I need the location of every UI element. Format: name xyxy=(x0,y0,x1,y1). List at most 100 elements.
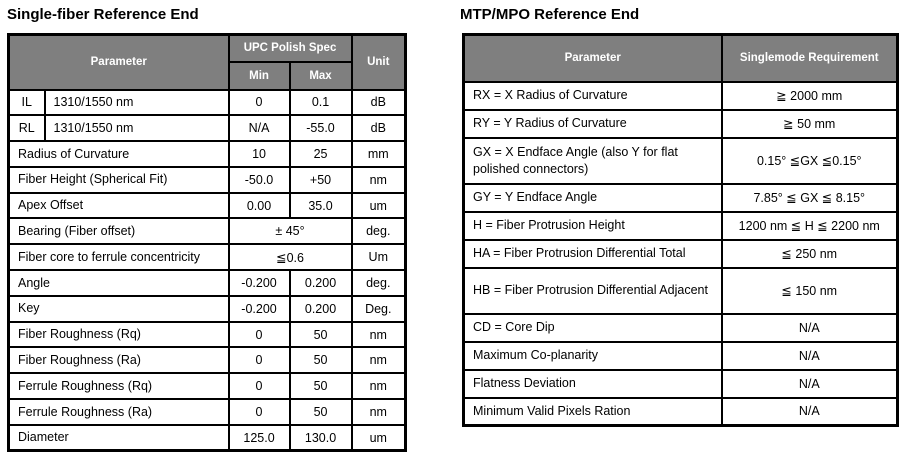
table-row: Fiber Roughness (Rq) 0 50 nm xyxy=(7,320,407,349)
max-cell: 50 xyxy=(288,320,353,349)
table-row: RX = X Radius of Curvature ≧ 2000 mm xyxy=(462,80,899,111)
spec-group-header: UPC Polish Spec xyxy=(227,33,353,63)
max-cell: 50 xyxy=(288,346,353,375)
abbr-cell: RL xyxy=(7,114,46,143)
table-row: Maximum Co-planarity N/A xyxy=(462,340,899,371)
max-cell: 0.200 xyxy=(288,294,353,323)
param-cell: Flatness Deviation xyxy=(462,368,723,399)
requirement-cell: N/A xyxy=(720,396,899,427)
table-row: RL 1310/1550 nm N/A -55.0 dB xyxy=(7,114,407,143)
single-fiber-table: Parameter UPC Polish Spec Unit Min Max I… xyxy=(7,33,408,453)
param-cell: RX = X Radius of Curvature xyxy=(462,80,723,111)
max-cell: 25 xyxy=(288,140,353,168)
unit-cell: dB xyxy=(350,114,407,143)
table-row: Bearing (Fiber offset) ± 45° deg. xyxy=(7,217,407,246)
table-row: CD = Core Dip N/A xyxy=(462,312,899,343)
max-cell: +50 xyxy=(288,165,353,194)
max-cell: 35.0 xyxy=(288,191,353,220)
unit-cell: nm xyxy=(350,165,407,194)
min-cell: 0.00 xyxy=(227,191,291,220)
param-cell: Apex Offset xyxy=(7,191,230,220)
param-cell: Ferrule Roughness (Rq) xyxy=(7,372,230,401)
requirement-cell: ≧ 50 mm xyxy=(720,108,899,139)
max-cell: 50 xyxy=(288,398,353,426)
param-cell: Diameter xyxy=(7,423,230,452)
table-row: GY = Y Endface Angle 7.85° ≦ GX ≦ 8.15° xyxy=(462,182,899,213)
table-row: RY = Y Radius of Curvature ≧ 50 mm xyxy=(462,108,899,139)
param-cell: H = Fiber Protrusion Height xyxy=(462,210,723,241)
max-cell: 0.200 xyxy=(288,269,353,297)
table-row: HA = Fiber Protrusion Differential Total… xyxy=(462,238,899,269)
min-cell: 0 xyxy=(227,88,291,117)
min-cell: -0.200 xyxy=(227,294,291,323)
mtp-mpo-table: Parameter Singlemode Requirement RX = X … xyxy=(462,33,899,427)
unit-cell: Um xyxy=(350,243,407,272)
param-cell: Ferrule Roughness (Ra) xyxy=(7,398,230,426)
unit-cell: deg. xyxy=(350,217,407,246)
param-cell: Bearing (Fiber offset) xyxy=(7,217,230,246)
requirement-cell: N/A xyxy=(720,340,899,371)
min-cell: 10 xyxy=(227,140,291,168)
requirement-cell: ≦ 250 nm xyxy=(720,238,899,269)
table-row: Ferrule Roughness (Rq) 0 50 nm xyxy=(7,372,407,401)
min-cell: -0.200 xyxy=(227,269,291,297)
range-cell: ± 45° xyxy=(227,217,353,246)
table-row: HB = Fiber Protrusion Differential Adjac… xyxy=(462,266,899,315)
table-row: Flatness Deviation N/A xyxy=(462,368,899,399)
unit-cell: nm xyxy=(350,372,407,401)
requirement-cell: N/A xyxy=(720,368,899,399)
unit-header: Unit xyxy=(350,33,407,91)
param-cell: RY = Y Radius of Curvature xyxy=(462,108,723,139)
param-header: Parameter xyxy=(462,33,723,83)
param-cell: CD = Core Dip xyxy=(462,312,723,343)
param-cell: 1310/1550 nm xyxy=(43,88,230,117)
max-cell: 50 xyxy=(288,372,353,401)
table-row: Minimum Valid Pixels Ration N/A xyxy=(462,396,899,427)
table-row: Apex Offset 0.00 35.0 um xyxy=(7,191,407,220)
param-cell: Fiber Roughness (Rq) xyxy=(7,320,230,349)
param-cell: Radius of Curvature xyxy=(7,140,230,168)
requirement-cell: 0.15° ≦GX ≦0.15° xyxy=(720,136,899,185)
range-cell: ≦0.6 xyxy=(227,243,353,272)
table-header-row: Parameter UPC Polish Spec Unit xyxy=(7,33,407,91)
min-cell: 125.0 xyxy=(227,423,291,452)
unit-cell: um xyxy=(350,191,407,220)
unit-cell: deg. xyxy=(350,269,407,297)
unit-cell: dB xyxy=(350,88,407,117)
min-header: Min xyxy=(227,60,291,91)
param-cell: 1310/1550 nm xyxy=(43,114,230,143)
table-row: GX = X Endface Angle (also Y for flat po… xyxy=(462,136,899,185)
table-header-row: Min Max xyxy=(9,60,406,91)
min-cell: 0 xyxy=(227,346,291,375)
unit-cell: nm xyxy=(350,346,407,375)
table-row: Fiber Roughness (Ra) 0 50 nm xyxy=(7,346,407,375)
param-cell: GX = X Endface Angle (also Y for flat po… xyxy=(462,136,723,185)
max-cell: 130.0 xyxy=(288,423,353,452)
min-cell: 0 xyxy=(227,372,291,401)
max-cell: -55.0 xyxy=(288,114,353,143)
max-cell: 0.1 xyxy=(288,88,353,117)
min-cell: 0 xyxy=(227,320,291,349)
param-header: Parameter xyxy=(7,33,230,91)
table-row: Fiber core to ferrule concentricity ≦0.6… xyxy=(7,243,407,272)
param-cell: Minimum Valid Pixels Ration xyxy=(462,396,723,427)
min-cell: -50.0 xyxy=(227,165,291,194)
unit-cell: um xyxy=(350,423,407,452)
requirement-cell: 1200 nm ≦ H ≦ 2200 nm xyxy=(720,210,899,241)
abbr-cell: IL xyxy=(7,88,46,117)
param-cell: Key xyxy=(7,294,230,323)
table-row: IL 1310/1550 nm 0 0.1 dB xyxy=(7,88,407,117)
min-cell: N/A xyxy=(227,114,291,143)
mtp-mpo-title: MTP/MPO Reference End xyxy=(460,6,640,23)
table-row: Radius of Curvature 10 25 mm xyxy=(7,140,407,168)
table-row: Key -0.200 0.200 Deg. xyxy=(7,294,407,323)
param-cell: HA = Fiber Protrusion Differential Total xyxy=(462,238,723,269)
table-row: Angle -0.200 0.200 deg. xyxy=(7,269,407,297)
table-row: Diameter 125.0 130.0 um xyxy=(7,423,407,452)
unit-cell: nm xyxy=(350,320,407,349)
table-header-row: Parameter Singlemode Requirement xyxy=(462,33,899,83)
unit-cell: mm xyxy=(350,140,407,168)
param-cell: GY = Y Endface Angle xyxy=(462,182,723,213)
param-cell: Fiber Roughness (Ra) xyxy=(7,346,230,375)
